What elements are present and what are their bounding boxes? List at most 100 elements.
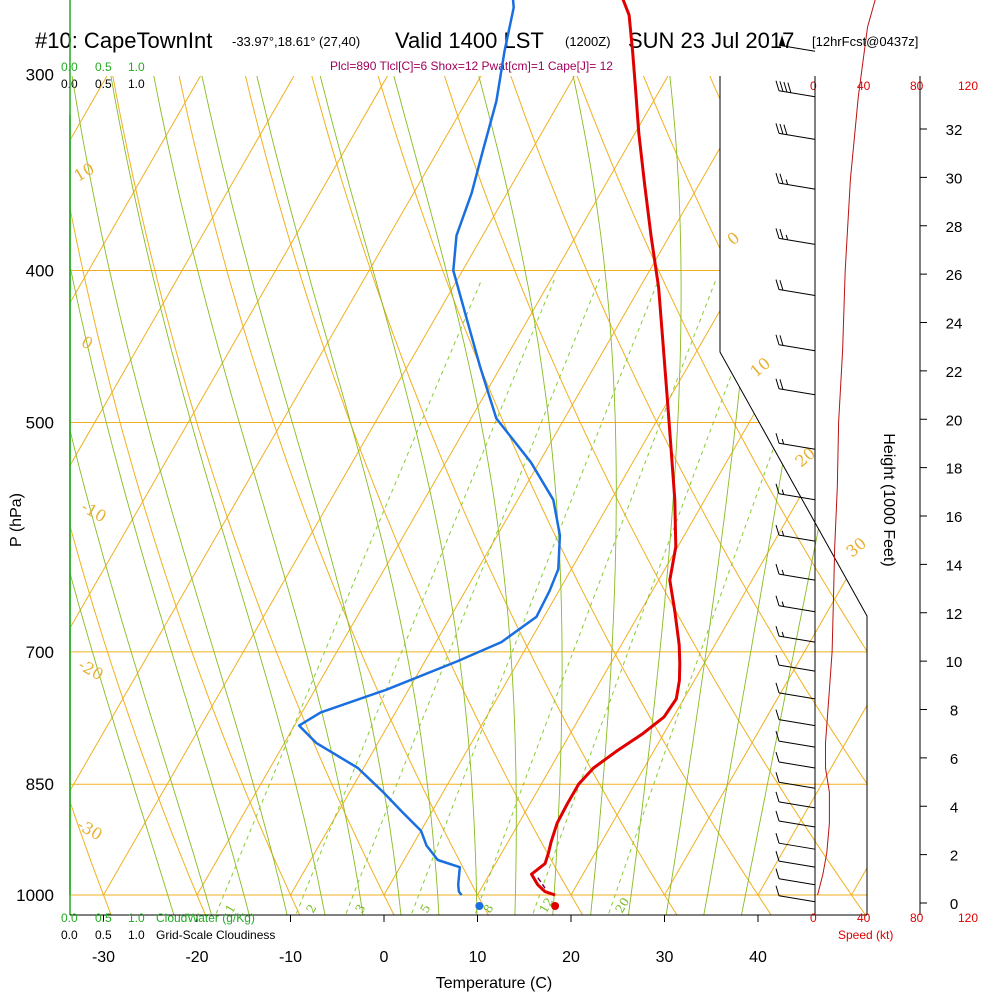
moist-adiabat (70, 76, 254, 915)
isotherm-line (70, 76, 461, 896)
speed-axis-title: Speed (kt) (838, 928, 893, 942)
top-speed-tick-2: 80 (910, 79, 924, 93)
mixing-ratio-line (209, 278, 483, 915)
wind-barb (775, 563, 816, 581)
height-tick-label: 8 (950, 703, 958, 720)
pressure-tick-label: 850 (26, 775, 54, 794)
height-tick-label: 24 (946, 316, 963, 333)
wind-barb (775, 228, 816, 245)
dry-adiabat (585, 76, 867, 915)
top-speed-tick-3: 120 (958, 79, 978, 93)
moist-adiabat (354, 76, 517, 915)
temperature-line (530, 0, 682, 897)
temperature-tick-label: -30 (92, 949, 115, 966)
wind-barb (775, 682, 816, 700)
height-tick-label: 22 (946, 364, 963, 381)
dry-adiabat (460, 76, 867, 915)
wind-barb (775, 172, 816, 190)
height-tick-label: 2 (950, 848, 958, 865)
moist-adiabat (86, 76, 328, 915)
dry-adiabat (87, 76, 402, 915)
wind-barb (775, 851, 816, 868)
wind-barb (775, 791, 816, 809)
mixing-ratio-label: 20 (612, 895, 632, 915)
pressure-tick-label: 500 (26, 414, 54, 433)
temperature-tick-label: 20 (562, 949, 580, 966)
mixing-ratio-line (603, 278, 837, 915)
height-tick-label: 16 (946, 509, 963, 526)
temperature-tick-label: 0 (380, 949, 389, 966)
temperature-tick-label: -20 (185, 949, 208, 966)
isotherm-line (196, 76, 741, 896)
valid-time: Valid 1400 LST (395, 28, 544, 53)
dry-adiabat (336, 76, 781, 915)
bottom-speed-tick-2: 80 (910, 911, 924, 925)
top-cloudiness-tick-2: 1.0 (128, 77, 145, 91)
dry-adiabat (398, 76, 867, 915)
isotherm-line (70, 76, 367, 896)
height-tick-label: 28 (946, 219, 963, 236)
isotherm-line (664, 76, 867, 896)
mixing-ratio-line (405, 278, 660, 915)
sounding-series (69, 0, 876, 910)
height-tick-label: 4 (950, 799, 958, 816)
isotherm-line (70, 76, 274, 896)
wind-barbs (775, 35, 816, 903)
wind-barb (778, 35, 816, 52)
height-tick-label: 32 (946, 122, 963, 139)
height-tick-label: 14 (946, 557, 963, 574)
plot-boundary (719, 76, 868, 915)
dewpoint-line (297, 0, 562, 896)
wind_speed-line (817, 0, 876, 896)
isotherm-line (757, 76, 867, 896)
moist-adiabat (70, 76, 291, 915)
wind-barb (775, 885, 816, 903)
wind-barb (775, 279, 816, 297)
dry-adiabat (149, 76, 496, 915)
moist-adiabat (536, 76, 617, 915)
bottom-cloudiness-tick-2: 1.0 (128, 928, 145, 942)
isotherm-line (70, 76, 554, 896)
height-tick-label: 10 (946, 654, 963, 671)
moist-adiabat (126, 76, 366, 915)
temperature-axis: -30 -20 -10 0 10 20 30 40 (92, 915, 767, 966)
dry-adiabat (70, 76, 117, 915)
temperature-tick-label: 30 (656, 949, 674, 966)
bottom-cloudiness-tick-0: 0.0 (61, 928, 78, 942)
height-tick-label: 12 (946, 606, 963, 623)
moist-adiabat (626, 76, 682, 915)
bottom-cloudwater-tick-0: 0.0 (61, 911, 78, 925)
zulu-time: (1200Z) (565, 34, 611, 49)
dry-adiabat (70, 76, 212, 915)
wind-barb (775, 123, 816, 140)
dry-adiabat (274, 76, 686, 915)
bottom-cloudwater-tick-2: 1.0 (128, 911, 145, 925)
moist-adiabat (172, 76, 403, 915)
dry-adiabat (70, 76, 307, 915)
pressure-tick-label: 400 (26, 261, 54, 280)
cloudwater-label: CloudWater (g/Kg) (156, 911, 255, 925)
height-tick-label: 26 (946, 267, 963, 284)
height-axis-title: Height (1000 Feet) (880, 433, 897, 566)
moist-adiabat (438, 76, 563, 915)
bottom-cloudwater-tick-1: 0.5 (95, 911, 112, 925)
isotherm-line (103, 76, 648, 896)
temperature-tick-label: 40 (749, 949, 767, 966)
mixing-ratio-line (469, 278, 717, 915)
wind-barb (775, 709, 816, 727)
wind-barb (775, 334, 816, 352)
dry-adiabat (212, 76, 591, 915)
pressure-tick-label: 300 (26, 65, 54, 84)
height-tick-label: 30 (946, 170, 963, 187)
moist-adiabat (70, 76, 179, 915)
wind-barb (775, 625, 816, 643)
wind-barb (775, 868, 816, 886)
station-title: #10: CapeTownInt (35, 28, 212, 53)
top-cloudiness-tick-1: 0.5 (95, 77, 112, 91)
moist-adiabat (70, 76, 216, 915)
parcel-path (537, 877, 546, 889)
mixing-ratio-line (527, 278, 769, 915)
